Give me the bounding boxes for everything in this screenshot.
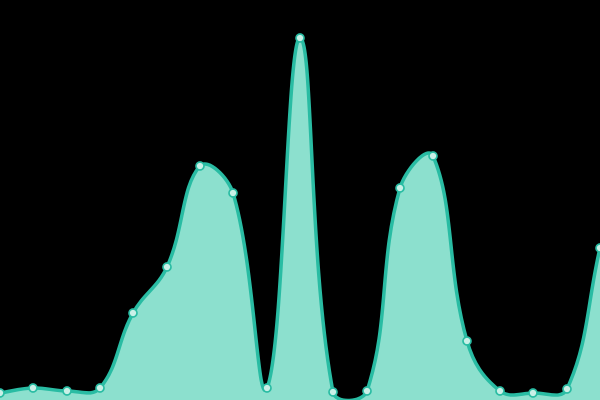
data-point-marker[interactable] [428,151,438,161]
area-fill [0,37,600,400]
data-point-marker[interactable] [95,383,105,393]
data-point-marker[interactable] [228,188,238,198]
data-point-marker[interactable] [395,183,405,193]
data-point-marker[interactable] [295,33,305,43]
data-point-marker[interactable] [462,336,472,346]
data-point-marker[interactable] [195,161,205,171]
data-point-marker[interactable] [328,387,338,397]
data-point-marker[interactable] [595,243,600,253]
data-point-marker[interactable] [495,386,505,396]
data-point-marker[interactable] [128,308,138,318]
data-point-marker[interactable] [28,383,38,393]
data-point-marker[interactable] [562,384,572,394]
series-line [0,36,600,400]
data-point-marker[interactable] [528,388,538,398]
data-point-marker[interactable] [162,262,172,272]
data-point-marker[interactable] [62,386,72,396]
data-point-marker[interactable] [262,383,272,393]
data-point-marker[interactable] [362,386,372,396]
data-point-marker[interactable] [0,388,5,398]
